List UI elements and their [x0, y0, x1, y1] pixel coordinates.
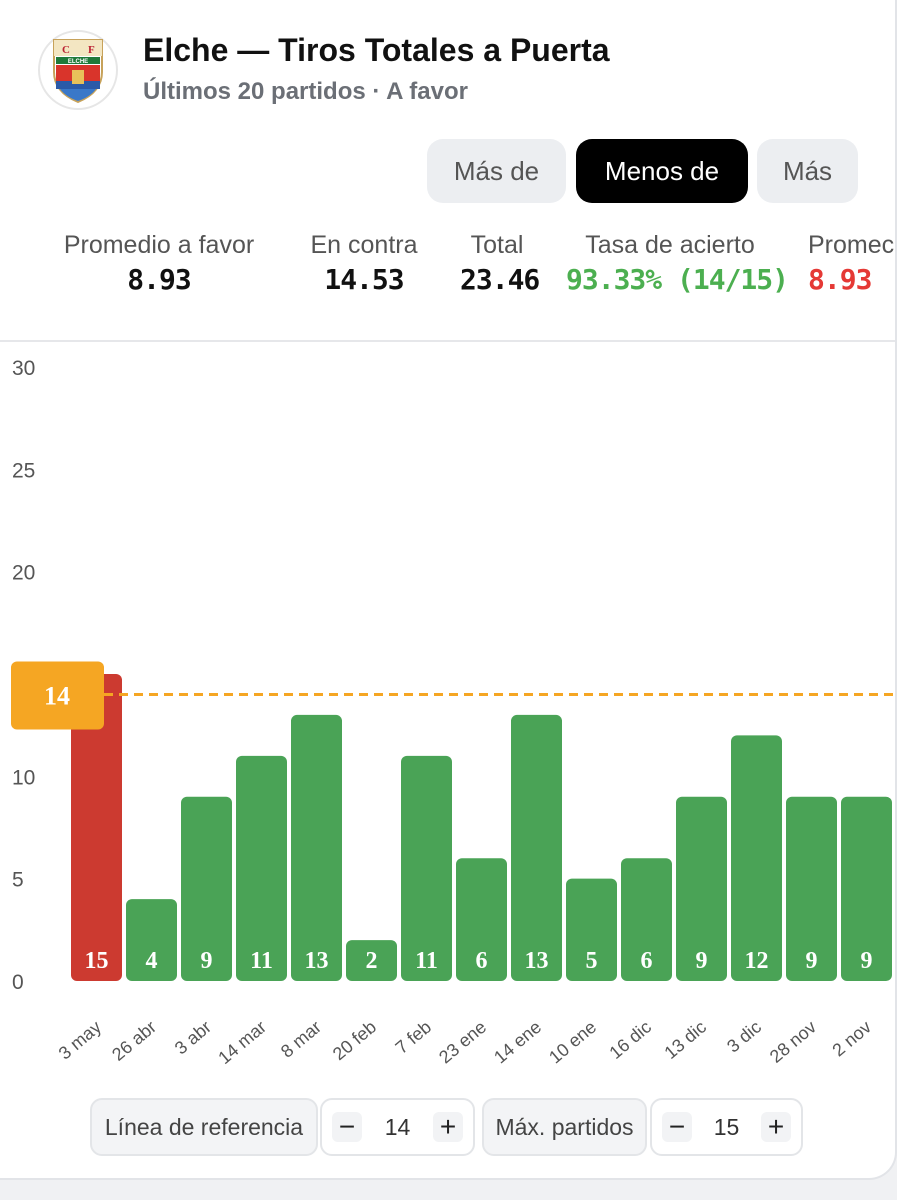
bar — [181, 796, 232, 981]
bar-value-label: 5 — [586, 948, 598, 974]
bar-value-label: 9 — [806, 948, 818, 974]
reference-value: 14 — [384, 1113, 411, 1140]
bar-value-label: 6 — [641, 948, 653, 974]
bar — [511, 714, 562, 981]
x-tick-label: 3 may — [55, 1017, 105, 1064]
y-tick-label: 25 — [12, 459, 35, 482]
x-tick-label: 7 feb — [392, 1017, 436, 1058]
x-tick-label: 2 nov — [828, 1017, 875, 1061]
max-matches-control: Máx. partidos — [482, 1098, 647, 1156]
stat-total: Total 23.46 — [460, 228, 540, 298]
bar-value-label: 15 — [85, 948, 109, 974]
x-tick-label: 26 abr — [108, 1017, 160, 1065]
y-tick-label: 5 — [12, 869, 24, 892]
x-tick-label: 3 abr — [171, 1017, 215, 1059]
x-tick-label: 28 nov — [766, 1017, 820, 1067]
stat-promedio-a-favor: Promedio a favor 8.93 — [52, 228, 266, 298]
reference-minus-button[interactable]: − — [332, 1112, 362, 1142]
x-tick-label: 14 mar — [214, 1017, 270, 1068]
elche-crest-icon: C F ELCHE — [53, 39, 103, 104]
stat-label: Tasa de acierto — [585, 231, 755, 259]
bar — [401, 755, 452, 981]
bar — [566, 878, 617, 981]
bar — [126, 899, 177, 981]
x-tick-label: 23 ene — [435, 1017, 490, 1068]
stat-tasa-de-acierto: Tasa de acierto 93.33% (14/15) — [566, 228, 789, 298]
stat-label: En contra — [310, 231, 418, 259]
max-plus-button[interactable]: + — [761, 1112, 791, 1142]
y-tick-label: 0 — [12, 971, 24, 994]
bar — [456, 858, 507, 981]
bar-value-label: 9 — [861, 948, 873, 974]
stat-value: 14.53 — [324, 263, 404, 296]
x-tick-label: 14 ene — [490, 1017, 545, 1068]
bar-value-label: 6 — [476, 948, 488, 974]
stat-label: Promec — [808, 231, 895, 259]
divider — [0, 340, 895, 342]
x-tick-label: 10 ene — [545, 1017, 600, 1068]
bar-value-label: 11 — [250, 948, 273, 974]
stat-value: 8.93 — [808, 263, 872, 296]
bar-value-label: 9 — [696, 948, 708, 974]
bar-value-label: 13 — [305, 948, 329, 974]
bar — [346, 940, 397, 981]
svg-text:F: F — [88, 44, 95, 56]
reference-line-stepper: − 14 + — [320, 1098, 475, 1156]
x-tick-label: 13 dic — [660, 1017, 710, 1063]
y-tick-label: 30 — [12, 357, 35, 380]
team-logo: C F ELCHE — [38, 30, 118, 110]
bar — [291, 714, 342, 981]
bar — [676, 796, 727, 981]
svg-text:C: C — [62, 44, 70, 56]
stat-label: Total — [470, 231, 524, 259]
x-tick-label: 3 dic — [723, 1017, 765, 1057]
bar-value-label: 2 — [366, 948, 378, 974]
reference-plus-button[interactable]: + — [433, 1112, 463, 1142]
stat-promedio-cut: Promec 8.93 — [808, 228, 894, 298]
bar-value-label: 12 — [745, 948, 769, 974]
bar — [621, 858, 672, 981]
stat-en-contra: En contra 14.53 — [302, 228, 426, 298]
page-subtitle: Últimos 20 partidos · A favor — [143, 78, 468, 105]
tab-menos-de[interactable]: Menos de — [576, 139, 748, 203]
x-tick-label: 8 mar — [277, 1017, 325, 1062]
stat-value: 8.93 — [127, 263, 191, 296]
reference-line-label: Línea de referencia — [104, 1114, 304, 1140]
max-matches-value: 15 — [713, 1113, 740, 1140]
x-tick-label: 20 feb — [329, 1017, 380, 1064]
bar-value-label: 4 — [146, 948, 158, 974]
reference-line-control: Línea de referencia — [90, 1098, 318, 1156]
tab-mas[interactable]: Más — [757, 139, 858, 203]
bar — [71, 674, 122, 981]
y-tick-label: 20 — [12, 562, 35, 585]
reference-line-badge — [11, 661, 104, 730]
stat-label: Promedio a favor — [63, 231, 255, 259]
stat-value: 23.46 — [460, 263, 540, 296]
x-tick-label: 16 dic — [605, 1017, 655, 1063]
bar — [236, 755, 287, 981]
max-matches-label: Máx. partidos — [495, 1114, 634, 1140]
max-matches-stepper: − 15 + — [650, 1098, 803, 1156]
y-tick-label: 10 — [12, 766, 35, 789]
bar — [841, 796, 892, 981]
bar — [731, 735, 782, 981]
reference-line-label: 14 — [44, 681, 70, 710]
bar — [786, 796, 837, 981]
bar-value-label: 11 — [415, 948, 438, 974]
bar-value-label: 13 — [525, 948, 549, 974]
max-minus-button[interactable]: − — [662, 1112, 692, 1142]
bar-value-label: 9 — [201, 948, 213, 974]
logo-text: ELCHE — [68, 59, 88, 65]
page-title: Elche — Tiros Totales a Puerta — [143, 32, 610, 68]
tab-mas-de[interactable]: Más de — [427, 139, 566, 203]
stat-value: 93.33% (14/15) — [566, 263, 789, 296]
